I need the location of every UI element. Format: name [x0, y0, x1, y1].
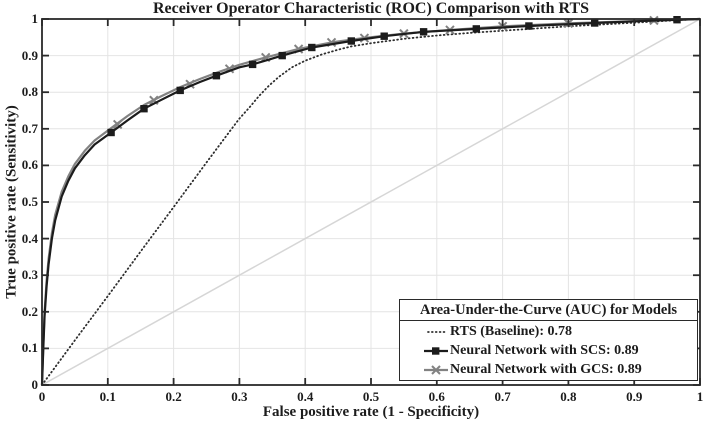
y-tick-label: 0.9 [21, 47, 38, 63]
y-tick-label: 1 [31, 11, 39, 26]
y-tick-label: 0.5 [21, 194, 38, 209]
y-tick-label: 0.1 [21, 340, 38, 356]
y-tick-label: 0.3 [21, 267, 38, 283]
series-neural-network-with-scs [40, 17, 701, 386]
y-tick-label: 0.4 [21, 230, 38, 246]
legend-entry: Neural Network with GCS: 0.89 [424, 360, 697, 379]
square-marker [472, 25, 480, 33]
x-marker [497, 21, 508, 32]
x-tick-label: 0.5 [362, 389, 380, 404]
legend-entry-label: Neural Network with SCS: 0.89 [450, 342, 639, 358]
x-tick-label: 0.8 [560, 389, 577, 404]
square-marker [308, 43, 316, 52]
x-tick-label: 0.2 [165, 389, 182, 404]
series-rts-baseline- [41, 18, 701, 386]
square-marker [419, 28, 428, 36]
square-marker-sample [432, 346, 440, 355]
legend: Area-Under-the-Curve (AUC) for Models RT… [399, 299, 698, 381]
y-tick-label: 0.8 [21, 84, 38, 100]
square-marker [278, 51, 286, 60]
x-tick-label: 0.7 [494, 389, 511, 404]
chart-title: Receiver Operator Characteristic (ROC) C… [152, 0, 590, 17]
legend-title: Area-Under-the-Curve (AUC) for Models [400, 300, 697, 321]
square-marker [176, 86, 184, 95]
x-tick-label: 1 [696, 389, 704, 404]
square-marker [248, 60, 257, 69]
x-tick-label: 0.1 [99, 389, 116, 404]
y-tick-label: 0 [31, 377, 39, 392]
x-marker [112, 119, 123, 130]
square-marker [140, 105, 148, 113]
legend-rows: RTS (Baseline): 0.78 Neural Network with … [400, 321, 697, 379]
x-tick-label: 0.4 [297, 389, 314, 404]
legend-sample-dotted [427, 330, 447, 333]
legend-entry: RTS (Baseline): 0.78 [424, 322, 697, 341]
square-marker [525, 22, 533, 30]
x-axis-label: False positive rate (1 - Specificity) [262, 404, 480, 420]
x-marker [149, 95, 159, 105]
y-tick-label: 0.6 [21, 157, 38, 173]
x-marker [261, 52, 271, 63]
x-tick-label: 0.3 [231, 389, 248, 404]
square-marker [380, 32, 388, 40]
square-marker [107, 128, 115, 137]
legend-sample-solid-x [424, 364, 448, 375]
y-tick-label: 0.7 [21, 120, 38, 136]
legend-sample-solid-square [424, 346, 448, 355]
chance-diagonal-line [41, 18, 701, 386]
square-marker [591, 19, 599, 27]
square-marker [212, 72, 221, 80]
legend-entry-label: RTS (Baseline): 0.78 [450, 323, 573, 339]
y-tick-label: 0.2 [21, 303, 38, 319]
square-marker [347, 37, 355, 45]
legend-entry: Neural Network with SCS: 0.89 [424, 341, 697, 360]
x-tick-label: 0 [38, 389, 46, 404]
x-tick-label: 0.6 [428, 389, 445, 404]
legend-entry-label: Neural Network with GCS: 0.89 [450, 361, 642, 377]
x-tick-label: 0.9 [626, 389, 643, 404]
x-marker-sample [431, 364, 441, 375]
